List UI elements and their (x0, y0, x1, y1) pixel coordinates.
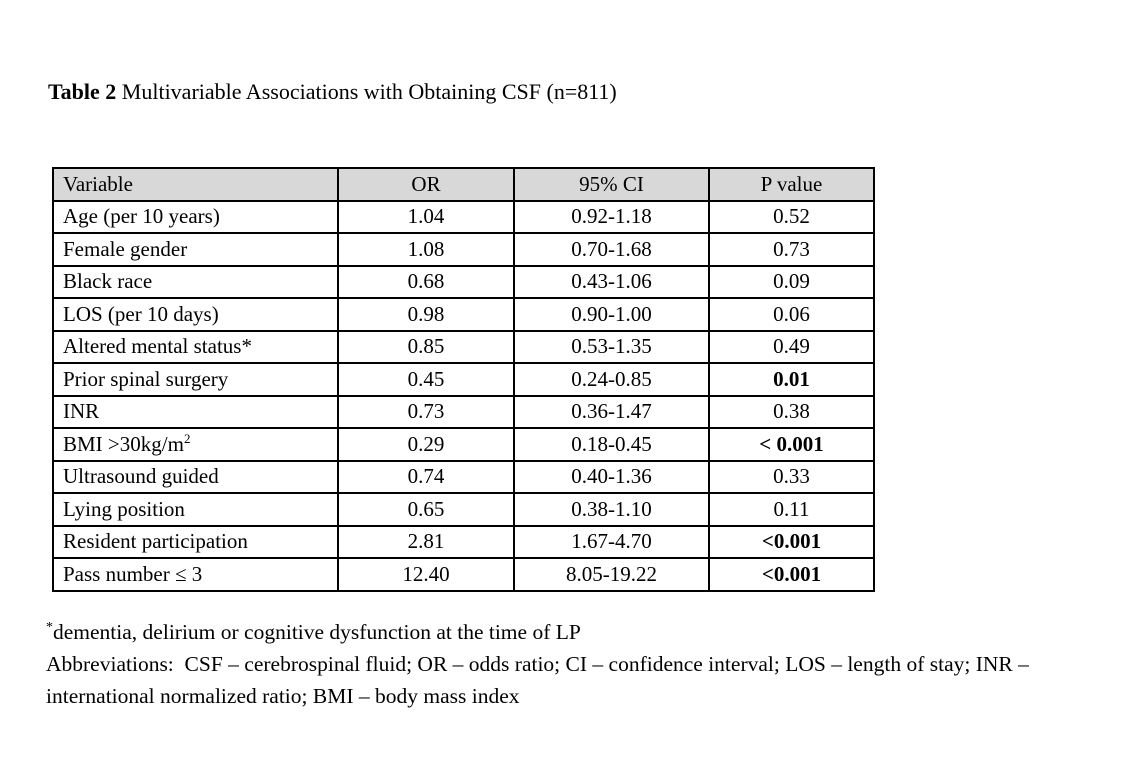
cell-variable: Age (per 10 years) (52, 199, 339, 234)
cell-pvalue: 0.73 (708, 232, 875, 267)
cell-ci: 1.67-4.70 (513, 524, 710, 559)
variable-label: INR (63, 399, 100, 424)
table-body: Age (per 10 years) 1.04 0.92-1.18 0.52 Femal… (52, 199, 875, 592)
variable-superscript: 2 (183, 430, 191, 446)
table-row: INR 0.73 0.36-1.47 0.38 (52, 394, 875, 429)
table-row: Ultrasound guided 0.74 0.40-1.36 0.33 (52, 459, 875, 494)
cell-or: 0.73 (337, 394, 515, 429)
variable-label: Pass number ≤ 3 (63, 561, 203, 586)
cell-pvalue: 0.38 (708, 394, 875, 429)
cell-ci: 0.36-1.47 (513, 394, 710, 429)
cell-or: 0.85 (337, 329, 515, 364)
cell-pvalue: 0.01 (708, 362, 875, 397)
cell-ci: 0.40-1.36 (513, 459, 710, 494)
cell-variable: Pass number ≤ 3 (52, 557, 339, 592)
footnote-abbreviations: Abbreviations: CSF – cerebrospinal fluid… (46, 652, 1035, 708)
cell-or: 0.98 (337, 297, 515, 332)
cell-pvalue: 0.49 (708, 329, 875, 364)
cell-pvalue: <0.001 (708, 524, 875, 559)
table-row: Altered mental status* 0.85 0.53-1.35 0.49 (52, 329, 875, 364)
cell-ci: 0.24-0.85 (513, 362, 710, 397)
table-header-row: Variable OR 95% CI P value (52, 167, 875, 202)
variable-label: Black race (63, 269, 153, 294)
cell-variable: INR (52, 394, 339, 429)
table-row: Prior spinal surgery 0.45 0.24-0.85 0.01 (52, 362, 875, 397)
cell-variable: Female gender (52, 232, 339, 267)
cell-pvalue: 0.06 (708, 297, 875, 332)
header-or: OR (337, 167, 515, 202)
cell-or: 0.45 (337, 362, 515, 397)
cell-variable: LOS (per 10 days) (52, 297, 339, 332)
variable-label: Resident participation (63, 529, 248, 554)
cell-pvalue: 0.11 (708, 492, 875, 527)
cell-ci: 0.18-0.45 (513, 427, 710, 462)
cell-or: 0.68 (337, 264, 515, 299)
cell-variable: Ultrasound guided (52, 459, 339, 494)
cell-or: 0.65 (337, 492, 515, 527)
table-caption: Table 2 Multivariable Associations with … (48, 78, 617, 106)
variable-label: Prior spinal surgery (63, 366, 229, 391)
cell-or: 12.40 (337, 557, 515, 592)
cell-ci: 0.38-1.10 (513, 492, 710, 527)
cell-ci: 0.92-1.18 (513, 199, 710, 234)
header-pvalue: P value (708, 167, 875, 202)
table-row: Pass number ≤ 3 12.40 8.05-19.22 <0.001 (52, 557, 875, 592)
cell-ci: 8.05-19.22 (513, 557, 710, 592)
table-row: Female gender 1.08 0.70-1.68 0.73 (52, 232, 875, 267)
variable-label: LOS (per 10 days) (63, 301, 219, 326)
table-row: Resident participation 2.81 1.67-4.70 <0.00… (52, 524, 875, 559)
variable-label: Lying position (63, 496, 185, 521)
cell-pvalue: 0.33 (708, 459, 875, 494)
cell-variable: Black race (52, 264, 339, 299)
cell-ci: 0.90-1.00 (513, 297, 710, 332)
cell-pvalue: <0.001 (708, 557, 875, 592)
cell-pvalue: < 0.001 (708, 427, 875, 462)
cell-or: 0.74 (337, 459, 515, 494)
table-caption-text: Multivariable Associations with Obtainin… (116, 79, 617, 104)
footnote-asterisk-text: dementia, delirium or cognitive dysfunct… (53, 620, 581, 644)
table-row: BMI >30kg/m2 0.29 0.18-0.45 < 0.001 (52, 427, 875, 462)
footnote-marker: * (46, 619, 53, 635)
cell-ci: 0.70-1.68 (513, 232, 710, 267)
cell-pvalue: 0.09 (708, 264, 875, 299)
cell-variable: Lying position (52, 492, 339, 527)
cell-ci: 0.43-1.06 (513, 264, 710, 299)
cell-variable: Resident participation (52, 524, 339, 559)
cell-or: 1.04 (337, 199, 515, 234)
results-table: Variable OR 95% CI P value Age (per 10 y… (52, 167, 875, 592)
cell-pvalue: 0.52 (708, 199, 875, 234)
cell-or: 0.29 (337, 427, 515, 462)
cell-or: 2.81 (337, 524, 515, 559)
footnotes: *dementia, delirium or cognitive dysfunc… (46, 616, 1096, 712)
table-row: LOS (per 10 days) 0.98 0.90-1.00 0.06 (52, 297, 875, 332)
header-variable: Variable (52, 167, 339, 202)
header-ci: 95% CI (513, 167, 710, 202)
cell-variable: Prior spinal surgery (52, 362, 339, 397)
variable-label: Altered mental status* (63, 334, 252, 359)
variable-label: Female gender (63, 236, 188, 261)
variable-label: Ultrasound guided (63, 464, 219, 489)
table-caption-number: Table 2 (48, 79, 117, 104)
cell-or: 1.08 (337, 232, 515, 267)
table-row: Black race 0.68 0.43-1.06 0.09 (52, 264, 875, 299)
cell-variable: Altered mental status* (52, 329, 339, 364)
table-row: Lying position 0.65 0.38-1.10 0.11 (52, 492, 875, 527)
table-row: Age (per 10 years) 1.04 0.92-1.18 0.52 (52, 199, 875, 234)
footnote-asterisk: *dementia, delirium or cognitive dysfunc… (46, 616, 1096, 648)
cell-ci: 0.53-1.35 (513, 329, 710, 364)
variable-label: BMI >30kg/m (63, 431, 184, 456)
cell-variable: BMI >30kg/m2 (52, 427, 339, 462)
variable-label: Age (per 10 years) (63, 204, 220, 229)
